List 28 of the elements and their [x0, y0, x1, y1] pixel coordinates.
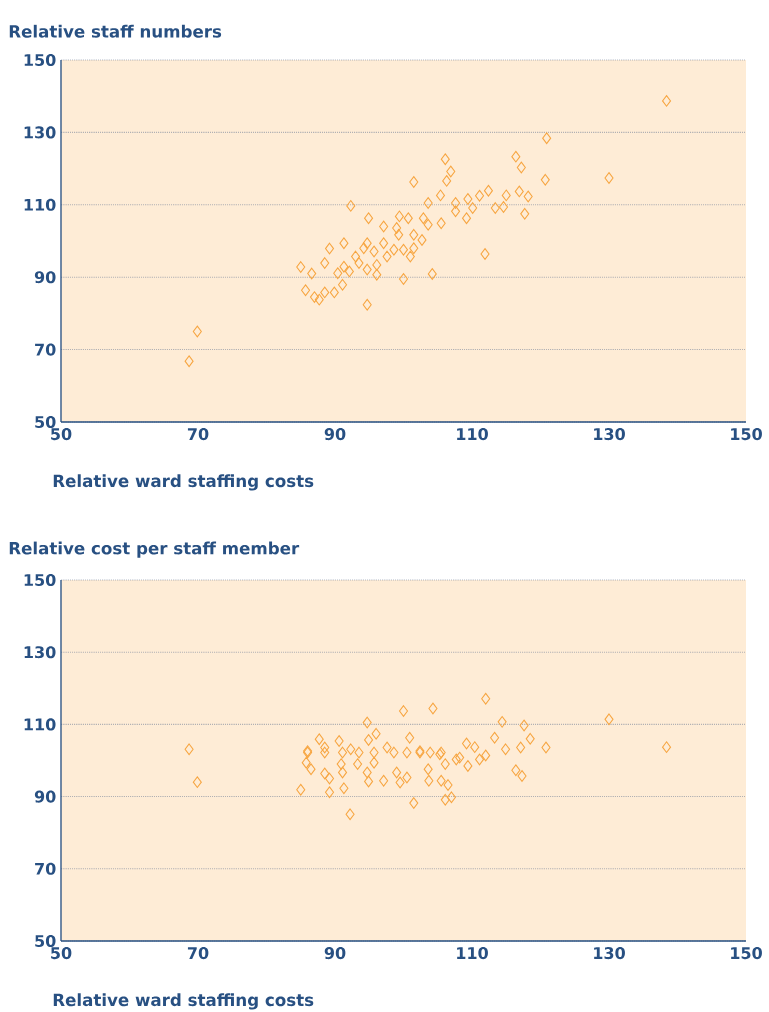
y-tick-label: 70	[35, 862, 56, 875]
y-tick-label: 130	[24, 646, 56, 659]
y-tick-label: 130	[24, 126, 56, 139]
y-tick-label: 110	[24, 198, 56, 211]
x-axis-title: Relative ward staffing costs	[53, 993, 314, 1010]
y-axis-title: Relative staff numbers	[9, 24, 222, 38]
x-tick-label: 50	[51, 947, 72, 960]
x-tick-label: 110	[457, 428, 488, 441]
x-axis-title: Relative ward staffing costs	[53, 474, 314, 491]
x-tick-label: 130	[594, 428, 625, 441]
y-axis-title: Relative cost per staff member	[9, 541, 300, 558]
x-tick-label: 70	[187, 428, 209, 441]
x-tick-label: 50	[51, 428, 72, 441]
x-tick-label: 110	[457, 947, 488, 960]
y-tick-label: 150	[24, 53, 56, 67]
x-tick-label: 150	[731, 428, 762, 441]
x-tick-label: 130	[594, 947, 625, 960]
y-tick-label: 150	[24, 573, 56, 587]
y-tick-label: 50	[35, 415, 56, 429]
y-tick-label: 90	[34, 271, 56, 284]
x-tick-label: 90	[324, 428, 346, 441]
x-tick-label: 70	[187, 947, 209, 960]
x-tick-label: 150	[731, 947, 762, 960]
y-tick-label: 110	[24, 718, 56, 731]
y-tick-label: 90	[34, 790, 56, 803]
x-tick-label: 90	[324, 947, 346, 960]
y-tick-label: 70	[35, 343, 56, 356]
y-tick-label: 50	[35, 934, 56, 948]
